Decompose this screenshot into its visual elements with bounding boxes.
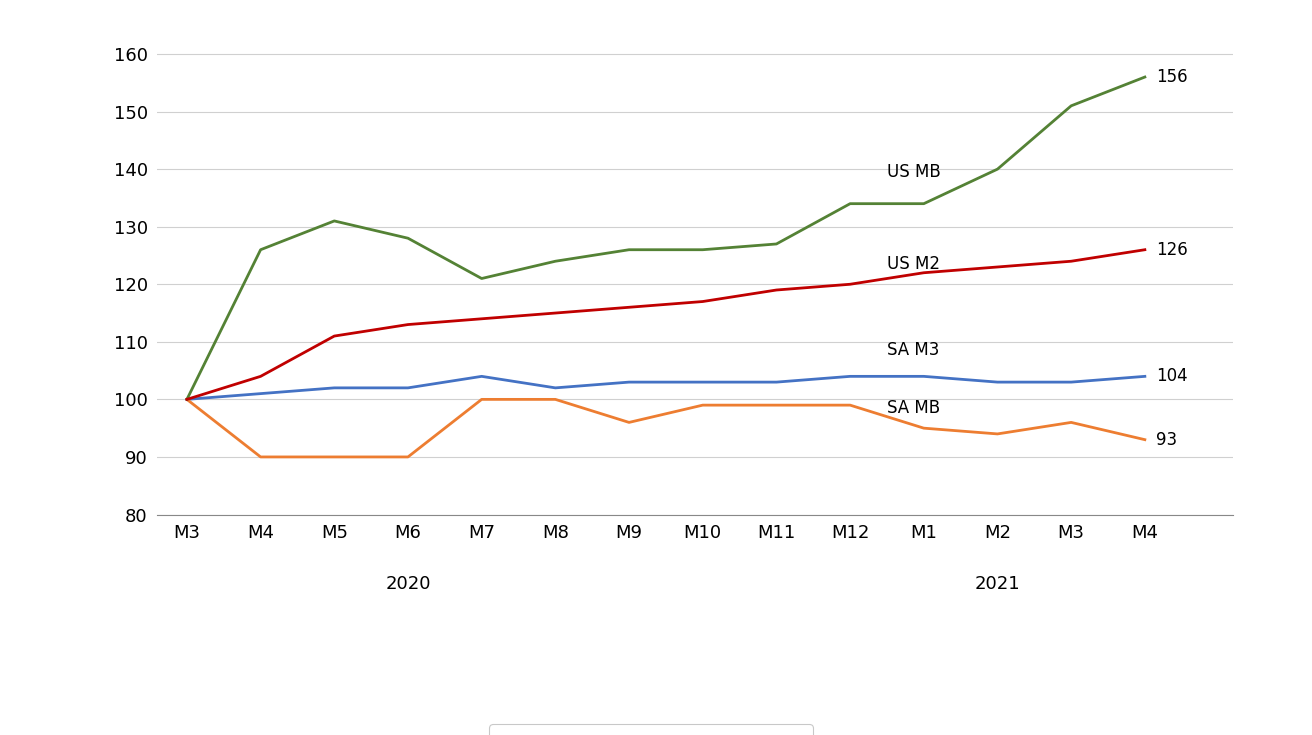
Text: 93: 93 (1156, 431, 1177, 448)
Text: 2020: 2020 (386, 575, 430, 593)
Text: SA MB: SA MB (887, 398, 941, 417)
Text: 2021: 2021 (975, 575, 1021, 593)
Text: SA M3: SA M3 (887, 341, 939, 359)
Text: 126: 126 (1156, 241, 1187, 259)
Text: US MB: US MB (887, 162, 941, 181)
Text: 104: 104 (1156, 368, 1187, 385)
Text: US M2: US M2 (887, 255, 939, 273)
Legend: South Africa M3 SA, South Africa Money Base, US Money Base, US M2 SA: South Africa M3 SA, South Africa Money B… (489, 724, 813, 735)
Text: 156: 156 (1156, 68, 1187, 86)
